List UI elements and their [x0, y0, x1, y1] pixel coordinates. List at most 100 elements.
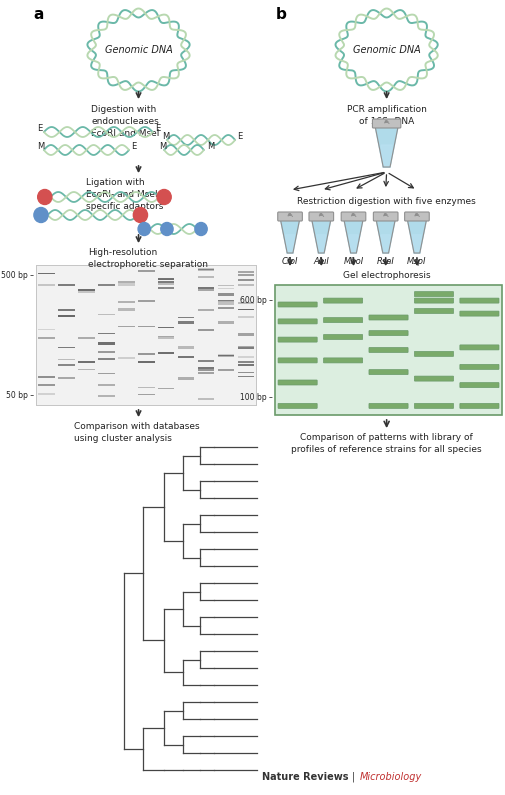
Text: AluI: AluI — [314, 257, 329, 266]
FancyBboxPatch shape — [324, 317, 363, 323]
Bar — [218, 354, 234, 356]
FancyBboxPatch shape — [415, 403, 453, 409]
Text: 100 bp –: 100 bp – — [240, 393, 273, 401]
Text: 500 bp –: 500 bp – — [2, 270, 34, 280]
Text: b: b — [276, 7, 287, 22]
Bar — [178, 355, 194, 358]
Circle shape — [161, 223, 173, 235]
Text: |: | — [351, 771, 355, 782]
FancyBboxPatch shape — [324, 335, 363, 339]
FancyBboxPatch shape — [372, 119, 401, 128]
FancyBboxPatch shape — [460, 382, 499, 388]
Polygon shape — [412, 235, 422, 253]
Bar — [197, 268, 215, 270]
FancyBboxPatch shape — [278, 337, 317, 342]
FancyBboxPatch shape — [415, 376, 453, 381]
Bar — [138, 326, 155, 328]
FancyBboxPatch shape — [415, 351, 453, 356]
Bar — [78, 337, 94, 339]
FancyBboxPatch shape — [415, 298, 453, 303]
Bar — [58, 364, 75, 366]
Bar — [158, 336, 174, 337]
Bar — [78, 291, 94, 293]
FancyBboxPatch shape — [278, 380, 317, 385]
Bar — [158, 278, 174, 279]
Bar — [158, 327, 174, 328]
Text: CfoI: CfoI — [282, 257, 298, 266]
Circle shape — [195, 223, 207, 235]
Bar — [197, 329, 215, 331]
Text: Ligation with
EcoRI- and Msel-
specific adaptors: Ligation with EcoRI- and Msel- specific … — [86, 178, 164, 211]
Text: E: E — [237, 132, 242, 141]
Bar — [38, 393, 55, 395]
Bar — [197, 360, 215, 362]
Bar — [218, 369, 234, 370]
Bar — [218, 302, 234, 305]
Bar — [78, 289, 94, 291]
Polygon shape — [317, 235, 326, 253]
FancyBboxPatch shape — [275, 285, 502, 415]
Bar — [237, 333, 255, 335]
Polygon shape — [408, 220, 426, 253]
Bar — [98, 314, 115, 316]
Bar — [158, 281, 174, 283]
FancyBboxPatch shape — [324, 358, 363, 363]
Text: M: M — [207, 142, 214, 151]
Bar — [118, 283, 134, 285]
FancyBboxPatch shape — [278, 358, 317, 363]
FancyBboxPatch shape — [460, 298, 499, 303]
Bar — [178, 316, 194, 318]
FancyBboxPatch shape — [324, 298, 363, 303]
Bar — [98, 284, 115, 285]
Bar — [197, 309, 215, 311]
Bar — [218, 300, 234, 302]
Bar — [158, 388, 174, 390]
Bar — [138, 353, 155, 355]
Bar — [237, 274, 255, 276]
Circle shape — [38, 189, 52, 204]
Bar — [197, 289, 215, 291]
Bar — [158, 279, 174, 280]
Bar — [197, 367, 215, 369]
Text: MboI: MboI — [343, 257, 364, 266]
Bar — [58, 284, 75, 286]
Bar — [197, 369, 215, 371]
FancyBboxPatch shape — [460, 345, 499, 350]
FancyBboxPatch shape — [369, 403, 408, 409]
FancyBboxPatch shape — [369, 331, 408, 335]
Polygon shape — [381, 235, 390, 253]
FancyBboxPatch shape — [369, 370, 408, 374]
Circle shape — [157, 189, 171, 204]
Text: M: M — [160, 142, 167, 151]
Bar — [158, 287, 174, 289]
Text: Comparison of patterns with library of
profiles of reference strains for all spe: Comparison of patterns with library of p… — [291, 433, 482, 454]
Bar — [237, 308, 255, 310]
Bar — [58, 315, 75, 317]
Polygon shape — [312, 220, 331, 253]
Text: M: M — [162, 132, 170, 141]
Bar — [237, 316, 255, 318]
Bar — [237, 346, 255, 348]
Bar — [58, 315, 75, 317]
Bar — [158, 283, 174, 285]
Bar — [118, 301, 134, 303]
Bar — [78, 361, 94, 363]
Bar — [118, 326, 134, 327]
Bar — [178, 378, 194, 379]
Bar — [158, 352, 174, 354]
Polygon shape — [349, 235, 358, 253]
Bar — [118, 308, 134, 311]
Bar — [58, 359, 75, 360]
Bar — [98, 358, 115, 359]
Bar — [218, 355, 234, 357]
Circle shape — [138, 223, 150, 235]
Bar — [218, 321, 234, 324]
Bar — [38, 328, 55, 330]
Text: Digestion with
endonucleases
EcoRI and Msel: Digestion with endonucleases EcoRI and M… — [91, 105, 160, 138]
Bar — [98, 343, 115, 345]
Bar — [36, 265, 256, 405]
Bar — [38, 337, 55, 339]
Polygon shape — [376, 220, 395, 253]
FancyBboxPatch shape — [341, 212, 366, 221]
FancyBboxPatch shape — [415, 292, 453, 297]
